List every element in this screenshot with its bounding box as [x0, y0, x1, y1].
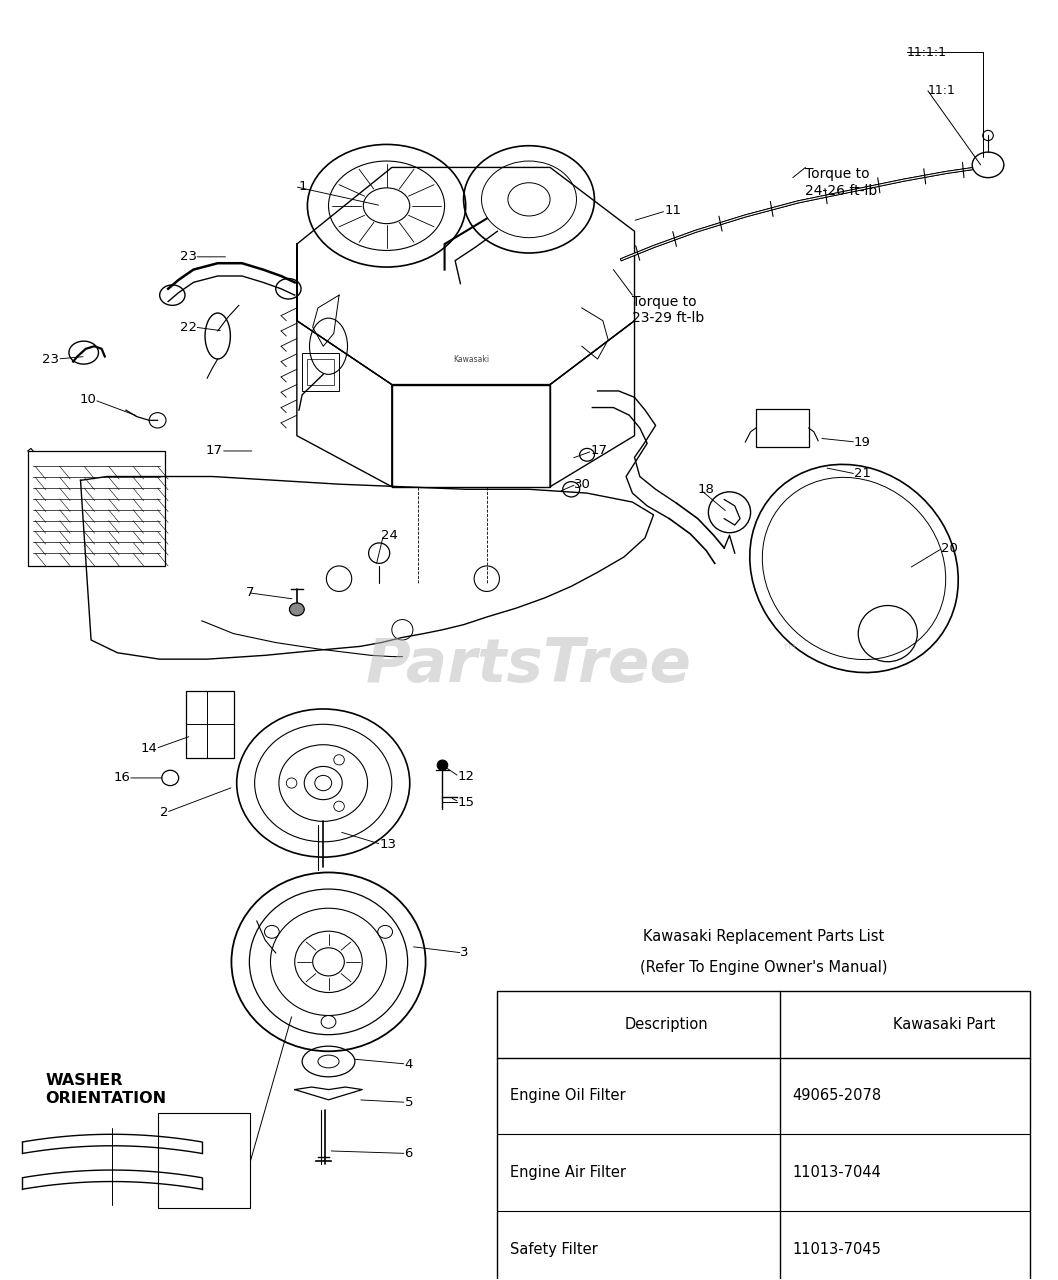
Text: 22: 22 — [180, 320, 197, 334]
Text: 14: 14 — [141, 742, 158, 755]
Text: 3: 3 — [460, 946, 469, 960]
Ellipse shape — [290, 603, 305, 616]
Bar — [158, 1112, 251, 1208]
Text: 23: 23 — [42, 352, 59, 366]
Text: 24: 24 — [381, 529, 398, 541]
Text: 17: 17 — [590, 444, 607, 457]
Text: 18: 18 — [698, 483, 715, 495]
Text: Kawasaki: Kawasaki — [453, 355, 489, 364]
Text: 11013-7044: 11013-7044 — [792, 1165, 881, 1180]
Text: PartsTree: PartsTree — [366, 636, 692, 695]
Bar — [28, 451, 165, 566]
Text: 20: 20 — [941, 541, 957, 554]
Ellipse shape — [315, 776, 331, 791]
Text: Description: Description — [624, 1016, 708, 1032]
Text: 16: 16 — [113, 772, 130, 785]
Text: 13: 13 — [379, 838, 396, 851]
Text: 11:1: 11:1 — [928, 84, 955, 97]
Text: 19: 19 — [854, 435, 871, 448]
Text: 6: 6 — [404, 1147, 413, 1160]
Text: 30: 30 — [574, 477, 591, 490]
Text: Torque to
23-29 ft-lb: Torque to 23-29 ft-lb — [633, 296, 705, 325]
Text: 15: 15 — [457, 796, 474, 809]
Text: Engine Oil Filter: Engine Oil Filter — [510, 1088, 625, 1103]
Text: 10: 10 — [79, 393, 96, 406]
Text: 11:1:1: 11:1:1 — [907, 46, 947, 59]
Bar — [186, 691, 234, 758]
Text: 4: 4 — [404, 1057, 413, 1070]
Bar — [497, 991, 1030, 1280]
Text: 11: 11 — [664, 205, 681, 218]
Text: Kawasaki Replacement Parts List: Kawasaki Replacement Parts List — [643, 929, 884, 943]
Text: 7: 7 — [247, 586, 255, 599]
Text: ™: ™ — [780, 643, 798, 660]
Text: Kawasaki Part: Kawasaki Part — [893, 1016, 996, 1032]
Ellipse shape — [972, 152, 1004, 178]
Text: (Refer To Engine Owner's Manual): (Refer To Engine Owner's Manual) — [640, 960, 888, 974]
Text: 11013-7045: 11013-7045 — [792, 1242, 881, 1257]
Bar — [308, 358, 333, 384]
Text: 17: 17 — [206, 444, 223, 457]
Bar — [303, 352, 339, 390]
Text: 49065-2078: 49065-2078 — [792, 1088, 882, 1103]
Ellipse shape — [437, 760, 448, 771]
Text: Torque to
24-26 ft-lb: Torque to 24-26 ft-lb — [805, 168, 878, 197]
Text: 21: 21 — [854, 467, 871, 480]
Text: 5: 5 — [404, 1096, 413, 1108]
Text: 12: 12 — [457, 771, 474, 783]
Text: Safety Filter: Safety Filter — [510, 1242, 598, 1257]
Bar — [755, 408, 808, 447]
Text: 23: 23 — [180, 251, 197, 264]
Text: Engine Air Filter: Engine Air Filter — [510, 1165, 626, 1180]
Text: WASHER
ORIENTATION: WASHER ORIENTATION — [45, 1074, 167, 1106]
Text: 2: 2 — [160, 806, 168, 819]
Text: 1: 1 — [299, 180, 308, 193]
